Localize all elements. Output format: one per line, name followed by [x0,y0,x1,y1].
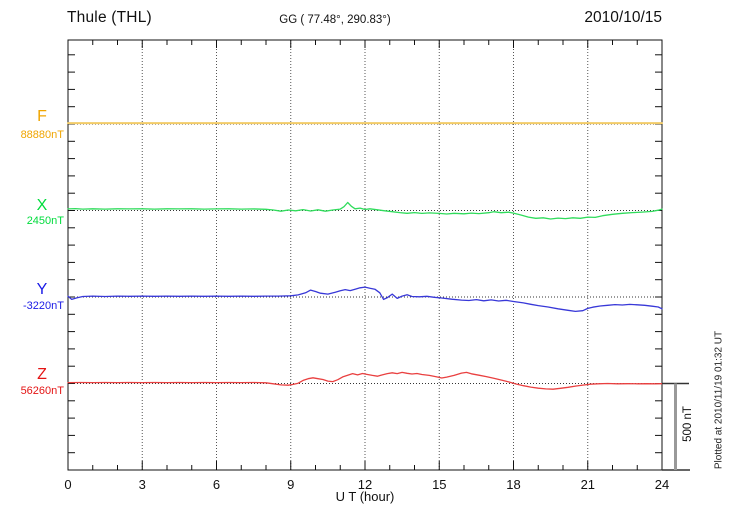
x-tick-label: 15 [432,477,446,492]
trace-x [67,201,663,220]
x-tick-label: 24 [655,477,669,492]
station-title: Thule (THL) [67,9,152,26]
plot-frame [67,39,663,471]
x-tick-label: 21 [581,477,595,492]
component-baseline-x: 2450nT [26,215,64,227]
plot-date: 2010/10/15 [584,9,662,26]
plotted-timestamp: Plotted at 2010/11/19 01:32 UT [713,330,725,470]
component-label-f: F [37,108,47,125]
trace-y [67,286,663,313]
x-axis-title: U T (hour) [335,489,395,504]
component-baseline-z: 56260nT [20,385,64,397]
x-tick-label: 18 [506,477,520,492]
x-tick-label: 0 [64,477,71,492]
component-baseline-y: -3220nT [23,300,64,312]
geographic-coordinates: GG ( 77.48°, 290.83°) [279,14,391,26]
component-label-x: X [36,197,48,214]
component-label-y: Y [36,281,48,298]
scale-bar-label: 500 nT [682,406,694,442]
x-tick-label: 9 [287,477,294,492]
trace-z [67,371,663,390]
x-tick-label: 12 [358,477,372,492]
component-baseline-f: 88880nT [20,129,64,141]
x-tick-label: 6 [213,477,220,492]
x-tick-label: 3 [139,477,146,492]
component-label-z: Z [37,366,47,383]
